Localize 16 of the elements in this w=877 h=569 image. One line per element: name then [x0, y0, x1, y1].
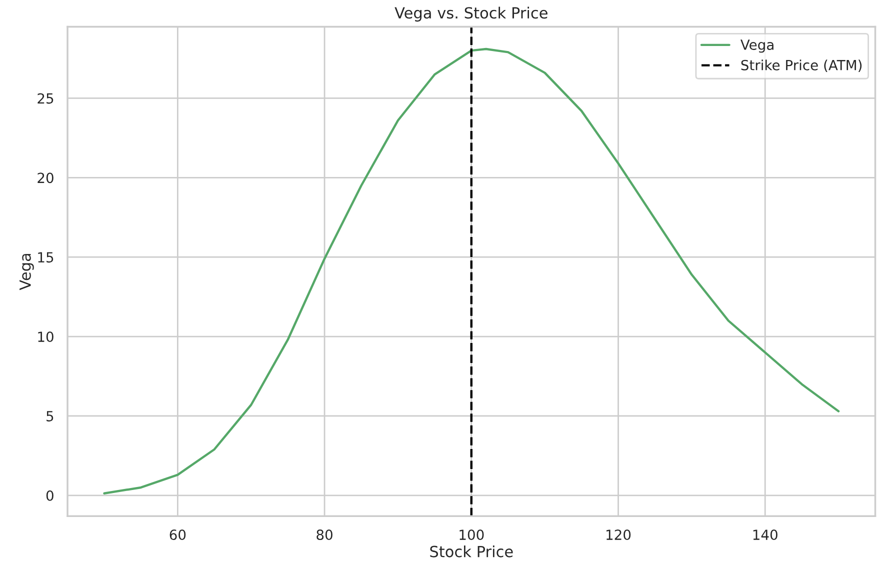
x-tick-label: 140	[753, 530, 778, 540]
ref-line-label: Strike Price (ATM)	[741, 60, 862, 72]
chart-title: Vega vs. Stock Price	[394, 6, 548, 22]
y-tick-label: 5	[46, 411, 54, 422]
y-tick-label: 15	[38, 252, 54, 263]
x-tick-label: 120	[606, 530, 631, 540]
y-tick-label: 25	[38, 93, 54, 104]
x-tick-label: 100	[460, 530, 484, 540]
x-tick-label: 80	[316, 530, 332, 540]
y-tick-label: 20	[38, 172, 54, 184]
legend-label: Vega	[740, 40, 774, 53]
y-axis-title: Vega	[20, 254, 34, 290]
x-tick-label: 60	[170, 530, 186, 540]
y-tick-label: 0	[46, 490, 54, 501]
x-axis-title: Stock Price	[430, 545, 513, 558]
y-tick-label: 10	[38, 332, 54, 342]
